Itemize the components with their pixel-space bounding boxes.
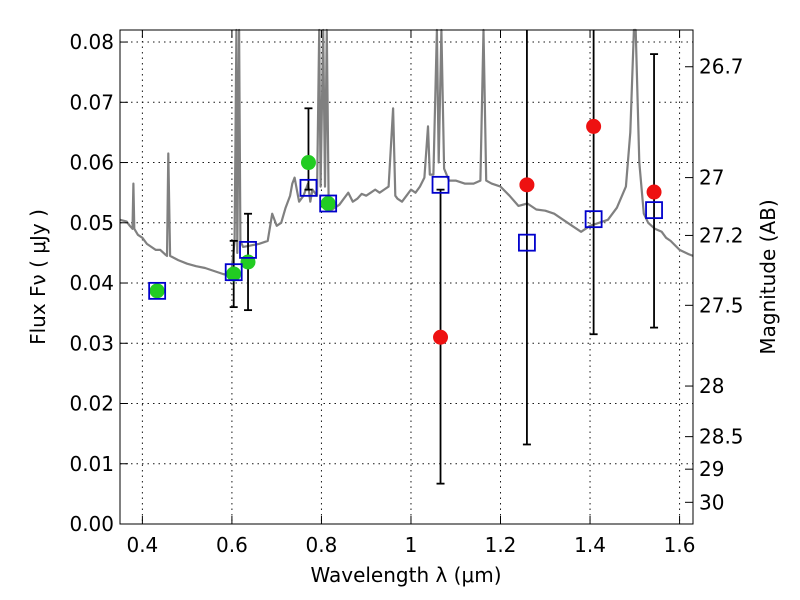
grid-lines	[120, 30, 693, 524]
right-tick-label: 30	[699, 490, 724, 514]
right-tick-label: 28.5	[699, 425, 744, 449]
y-tick-label: 0.07	[69, 90, 114, 114]
model-photometry-points	[148, 175, 663, 300]
model-flux-square	[431, 175, 450, 194]
flux-point	[149, 283, 165, 299]
y-tick-label: 0.06	[69, 151, 114, 175]
model-spectrum-layer	[119, 28, 694, 277]
flux-point	[519, 177, 535, 193]
plot-background	[120, 30, 693, 524]
x-tick-label: 0.8	[306, 533, 338, 557]
x-tick-label: 1.2	[485, 533, 517, 557]
flux-point	[320, 196, 336, 212]
right-tick-label: 26.7	[699, 55, 744, 79]
model-flux-square	[584, 210, 603, 229]
y-tick-label: 0.03	[69, 331, 114, 355]
x-axis-title: Wavelength λ (μm)	[310, 563, 501, 587]
x-tick-label: 0.6	[216, 533, 248, 557]
y-tick-label: 0.01	[69, 452, 114, 476]
model-flux-square	[299, 178, 318, 197]
flux-point	[300, 155, 316, 171]
model-flux-square	[224, 263, 243, 282]
y-tick-label: 0.05	[69, 211, 114, 235]
model-spectrum-line	[119, 28, 694, 277]
model-flux-square	[518, 233, 536, 252]
y-axis-title: Flux Fν ( μJy )	[26, 209, 50, 345]
x-tick-label: 1	[405, 533, 418, 557]
x-tick-label: 1.4	[574, 533, 606, 557]
x-tick-label: 0.4	[126, 533, 158, 557]
y-tick-label: 0.02	[69, 392, 114, 416]
right-tick-label: 29	[699, 457, 724, 481]
right-tick-label: 27.5	[699, 293, 744, 317]
observed-flux-points	[149, 118, 662, 345]
flux-point	[646, 184, 662, 200]
model-flux-square	[319, 194, 338, 213]
model-flux-square	[239, 240, 257, 259]
right-tick-label: 27.2	[699, 223, 744, 247]
model-flux-square	[645, 201, 663, 220]
plot-frame	[119, 29, 694, 525]
right-axis-title: Magnitude (AB)	[756, 199, 780, 354]
model-flux-square	[148, 281, 167, 300]
y-tick-label: 0.04	[69, 271, 114, 295]
right-tick-label: 27	[699, 166, 724, 190]
y-tick-label: 0.00	[69, 512, 114, 536]
right-tick-label: 28	[699, 374, 724, 398]
flux-point	[226, 266, 242, 282]
flux-point	[433, 329, 449, 345]
y-tick-label: 0.08	[69, 30, 114, 54]
axis-ticks: 0.4 0.6 0.8 1 1.2 1.4 1.6 0.00 0.01 0.02 0.03 0.04 0…	[69, 30, 744, 557]
x-tick-label: 1.6	[664, 533, 696, 557]
flux-point	[586, 118, 602, 134]
